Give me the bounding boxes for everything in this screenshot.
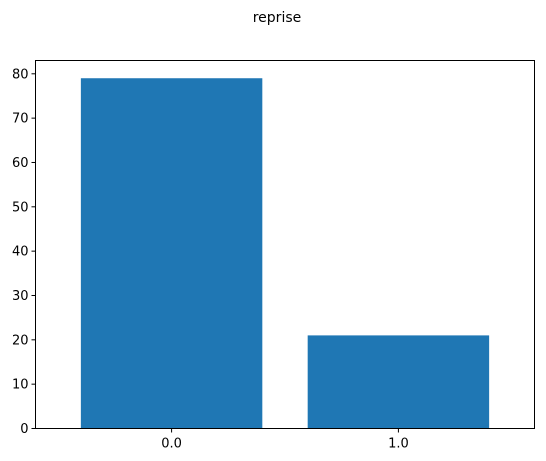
y-tick-label: 20	[12, 333, 29, 348]
y-tick-label: 30	[12, 289, 29, 304]
y-tick-label: 10	[12, 378, 29, 393]
bars-layer	[80, 78, 490, 429]
x-tick-label: 1.0	[388, 437, 409, 452]
x-tick-label: 0.0	[161, 437, 182, 452]
bar-1.0	[307, 335, 490, 429]
y-tick-label: 60	[12, 156, 29, 171]
plot-frame	[35, 60, 535, 429]
chart-title: reprise	[253, 10, 302, 26]
ticks-layer: 0.0 1.0 0 10 20 30 40 50 60 70 80	[12, 67, 409, 451]
y-tick-label: 40	[12, 245, 29, 260]
y-tick-label: 70	[12, 112, 29, 127]
y-tick-label: 50	[12, 200, 29, 215]
bar-0.0	[80, 78, 263, 429]
y-tick-label: 80	[12, 67, 29, 82]
y-tick-label: 0	[20, 422, 28, 437]
